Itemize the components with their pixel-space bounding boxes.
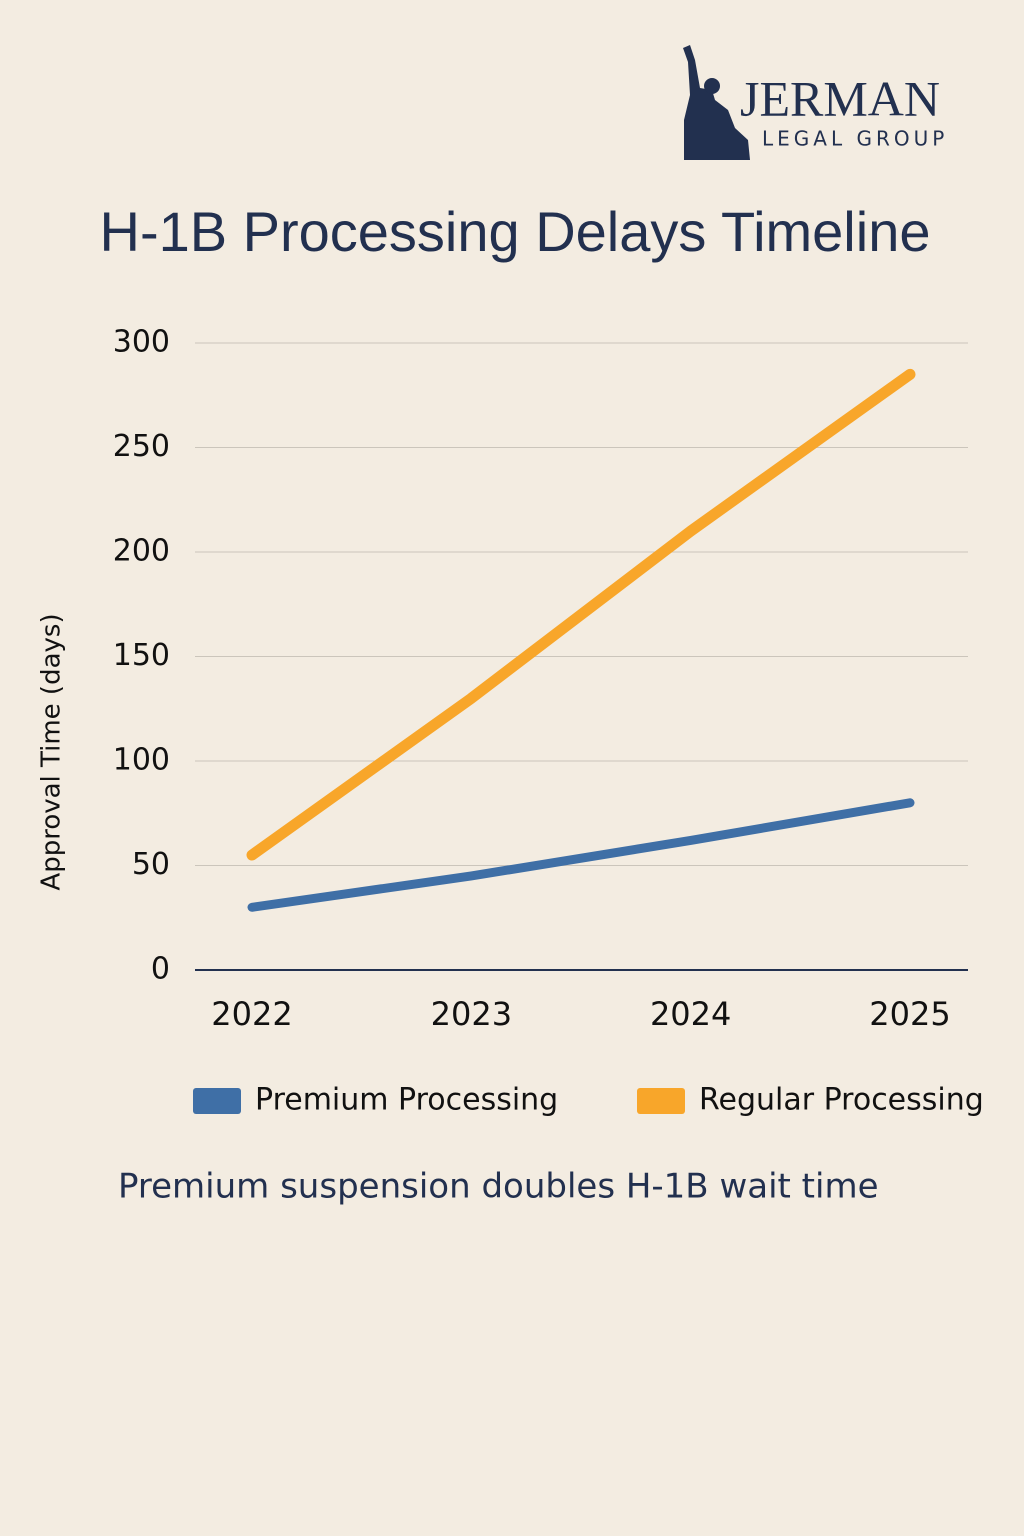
y-tick-label: 300 <box>113 325 170 360</box>
legend-swatch <box>637 1088 685 1114</box>
x-tick-label: 2024 <box>650 995 731 1033</box>
logo-tagline: LEGAL GROUP <box>762 127 948 151</box>
y-tick-label: 150 <box>113 638 170 673</box>
legend-swatch <box>193 1088 241 1114</box>
y-tick-label: 50 <box>132 847 170 882</box>
x-tick-label: 2025 <box>869 995 950 1033</box>
data-line <box>247 798 915 912</box>
y-tick-label: 100 <box>113 743 170 778</box>
logo <box>683 45 750 160</box>
legend-label: Premium Processing <box>255 1083 558 1118</box>
legend-label: Regular Processing <box>699 1083 984 1118</box>
logo-head <box>704 78 720 94</box>
x-tick-label: 2023 <box>431 995 512 1033</box>
data-line <box>246 368 916 861</box>
annotation: Premium suspension doubles H-1B wait tim… <box>118 1167 878 1207</box>
logo-name: JERMAN <box>740 70 940 126</box>
logo-statue <box>683 45 750 160</box>
x-tick-label: 2022 <box>211 995 292 1033</box>
chart-title: H-1B Processing Delays Timeline <box>100 200 931 263</box>
y-axis-label: Approval Time (days) <box>37 613 67 890</box>
y-tick-label: 250 <box>113 429 170 464</box>
y-tick-label: 200 <box>113 534 170 569</box>
y-tick-label: 0 <box>151 952 170 987</box>
